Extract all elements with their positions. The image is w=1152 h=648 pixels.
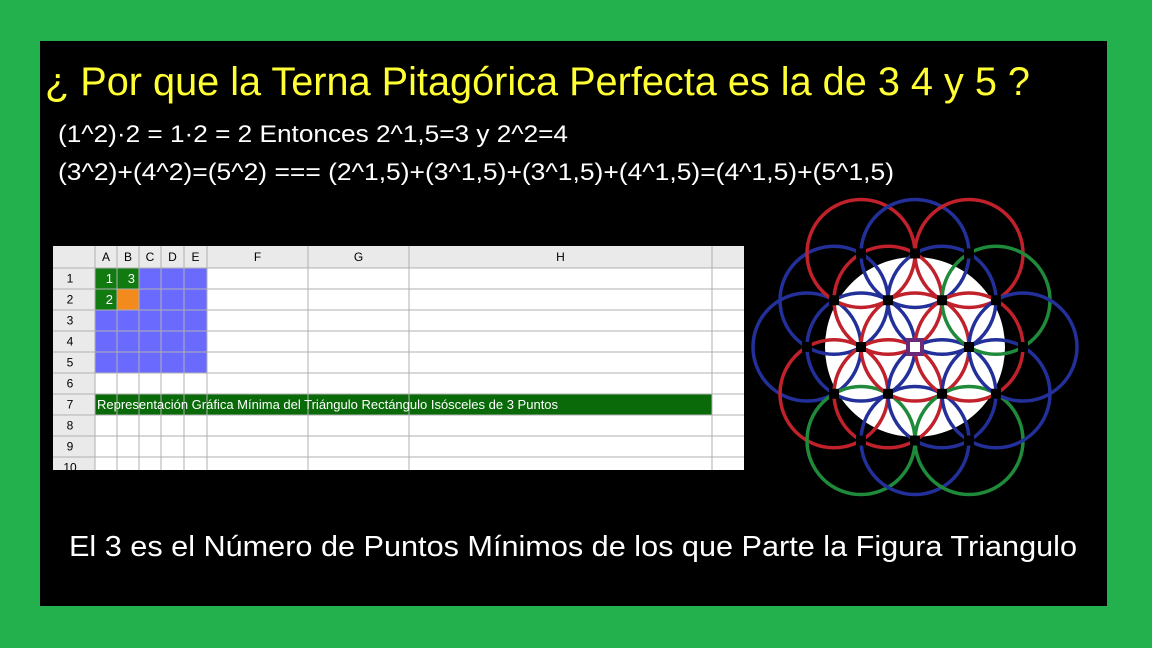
- node: [856, 342, 866, 352]
- cell-text: 1: [106, 271, 113, 286]
- formula-line: (3^2)+(4^2)=(5^2) === (2^1,5)+(3^1,5)+(3…: [58, 159, 894, 186]
- cell-fill: [139, 310, 161, 331]
- sheet-clip: [53, 470, 744, 480]
- cell-fill: [139, 289, 161, 310]
- node: [883, 295, 893, 306]
- center-node: [906, 338, 924, 356]
- flower-of-life: [751, 185, 1079, 509]
- node: [937, 295, 947, 306]
- cell-fill: [95, 394, 712, 415]
- node: [883, 388, 893, 399]
- node: [1018, 342, 1028, 352]
- column-header: H: [556, 250, 565, 264]
- cell-fill: [161, 352, 184, 373]
- node: [802, 342, 812, 352]
- cell-fill: [117, 289, 139, 310]
- cell-text: 2: [106, 292, 113, 307]
- column-header: E: [191, 250, 199, 264]
- cell-fill: [139, 352, 161, 373]
- cell-fill: [161, 268, 184, 289]
- footer-text: El 3 es el Número de Puntos Mínimos de l…: [69, 531, 1077, 563]
- cell-fill: [117, 331, 139, 352]
- title: ¿ Por que la Terna Pitagórica Perfecta e…: [45, 60, 1030, 104]
- row-header: 6: [67, 377, 74, 391]
- node: [964, 342, 974, 352]
- row-header-bg: [53, 246, 95, 470]
- node: [964, 435, 974, 446]
- cell-fill: [95, 289, 117, 310]
- node: [937, 388, 947, 399]
- row-header: 1: [67, 272, 74, 286]
- cell-fill: [161, 310, 184, 331]
- cell-fill: [184, 331, 207, 352]
- cell-fill: [117, 268, 139, 289]
- node: [991, 388, 1001, 399]
- node: [964, 248, 974, 259]
- row-header: 2: [67, 293, 74, 307]
- cell-text: Representación Gráfica Mínima del Triáng…: [97, 397, 559, 412]
- cell-fill: [161, 331, 184, 352]
- cell-fill: [95, 352, 117, 373]
- node: [856, 435, 866, 446]
- column-header: B: [124, 250, 132, 264]
- cell-fill: [184, 310, 207, 331]
- cell-fill: [139, 331, 161, 352]
- cell-fill: [184, 268, 207, 289]
- node: [829, 388, 839, 399]
- cell-fill: [95, 331, 117, 352]
- node: [856, 248, 866, 259]
- cell-fill: [184, 289, 207, 310]
- row-header: 4: [67, 335, 74, 349]
- row-header: 8: [67, 419, 74, 433]
- cell-fill: [161, 289, 184, 310]
- column-header: G: [354, 250, 363, 264]
- cell-fill: [139, 268, 161, 289]
- cell-text: 3: [128, 271, 135, 286]
- column-header: A: [102, 250, 110, 264]
- cell-fill: [95, 268, 117, 289]
- row-header: 3: [67, 314, 74, 328]
- cell-fill: [95, 310, 117, 331]
- column-header: D: [168, 250, 177, 264]
- formula-line: (1^2)·2 = 1·2 = 2 Entonces 2^1,5=3 y 2^2…: [58, 121, 568, 148]
- node: [910, 248, 920, 259]
- cell-fill: [117, 310, 139, 331]
- column-header: C: [146, 250, 155, 264]
- row-header: 9: [67, 440, 74, 454]
- column-header-bg: [53, 246, 744, 268]
- node: [910, 435, 920, 446]
- cell-fill: [117, 352, 139, 373]
- row-header: 5: [67, 356, 74, 370]
- cell-fill: [184, 352, 207, 373]
- row-header: 7: [67, 398, 74, 412]
- column-header: F: [254, 250, 261, 264]
- node: [991, 295, 1001, 306]
- node: [829, 295, 839, 306]
